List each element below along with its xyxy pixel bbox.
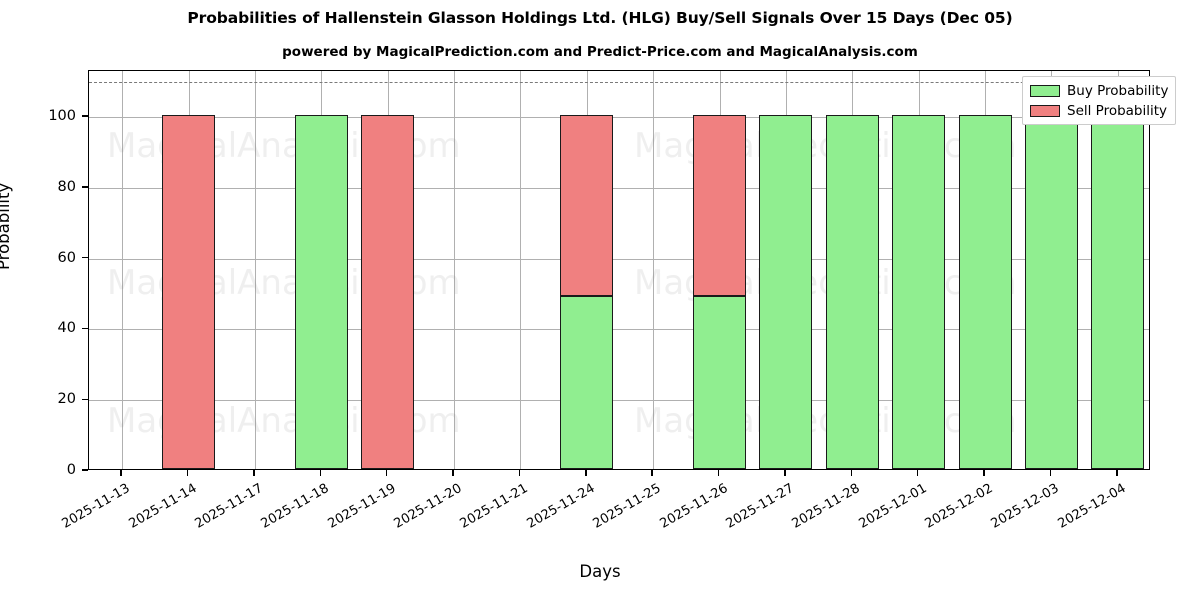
bar-segment-buy [759,115,813,469]
x-tick-mark [319,470,321,476]
y-axis-label: Probability [0,182,13,270]
legend-item: Sell Probability [1030,102,1168,119]
bar-segment-buy [560,295,614,469]
gridline-vertical [454,71,456,469]
gridline-vertical [254,71,256,469]
gridline-horizontal [89,117,1149,119]
bar-segment-buy [892,115,946,469]
bar-group [825,115,879,469]
plot-area: MagicalAnalysis.comMagicalPrediction.com… [88,70,1150,470]
y-tick-mark [82,256,88,259]
gridline-horizontal [89,187,1149,189]
bar-group [759,115,813,469]
bar-segment-buy [958,115,1012,469]
y-tick-mark [82,186,88,188]
bar-segment-buy [693,295,747,469]
gridline-horizontal [89,329,1149,331]
x-tick-mark [1049,470,1052,476]
threshold-line [89,81,1149,83]
y-tick-label: 100 [48,108,76,125]
legend-label: Sell Probability [1067,102,1168,119]
bar-group [294,115,348,469]
gridline-vertical [653,71,655,469]
bar-segment-buy [1024,115,1078,469]
gridline-vertical [122,71,124,469]
bar-group [1024,115,1078,469]
y-tick-label: 20 [57,391,76,408]
x-tick-mark [651,470,653,476]
gridline-horizontal [89,400,1149,402]
y-tick-label: 0 [66,462,76,478]
bar-group [162,115,216,469]
bar-segment-sell [560,115,614,296]
x-axis-label: Days [579,562,621,581]
bar-group [1091,115,1145,469]
y-tick-mark [82,469,88,471]
bar-segment-sell [162,115,216,469]
gridline-horizontal [89,258,1149,260]
bar-group [560,115,614,469]
y-tick-mark [82,398,88,400]
x-tick-mark [253,470,255,476]
x-tick-mark [983,470,985,476]
y-tick-label: 40 [57,320,76,337]
x-tick-mark [916,470,919,476]
bar-segment-buy [1091,115,1145,469]
legend-label: Buy Probability [1067,82,1169,99]
bar-group [892,115,946,469]
x-tick-mark [186,470,189,476]
x-tick-mark [518,470,521,476]
x-tick-mark [452,470,454,476]
y-tick-label: 60 [57,249,76,266]
y-tick-label: 80 [57,178,76,195]
x-tick-mark [120,470,122,476]
gridline-vertical [520,71,522,469]
x-tick-mark [385,470,388,476]
chart-subtitle: powered by MagicalPrediction.com and Pre… [282,44,918,60]
legend-swatch [1030,104,1060,117]
x-tick-mark [1116,470,1118,476]
bar-group [361,115,415,469]
x-tick-mark [585,470,587,476]
chart-title: Probabilities of Hallenstein Glasson Hol… [187,9,1013,27]
bar-segment-buy [294,115,348,469]
legend-swatch [1030,84,1060,97]
bar-segment-sell [693,115,747,296]
bar-group [958,115,1012,469]
y-tick-mark [82,115,88,117]
x-tick-mark [717,470,720,476]
y-tick-mark [82,327,88,330]
x-tick-mark [850,470,852,476]
chart-legend: Buy Probability Sell Probability [1022,76,1177,125]
x-tick-mark [784,470,786,476]
bar-group [693,115,747,469]
legend-item: Buy Probability [1030,82,1168,99]
bar-segment-sell [361,115,415,469]
bar-segment-buy [825,115,879,469]
